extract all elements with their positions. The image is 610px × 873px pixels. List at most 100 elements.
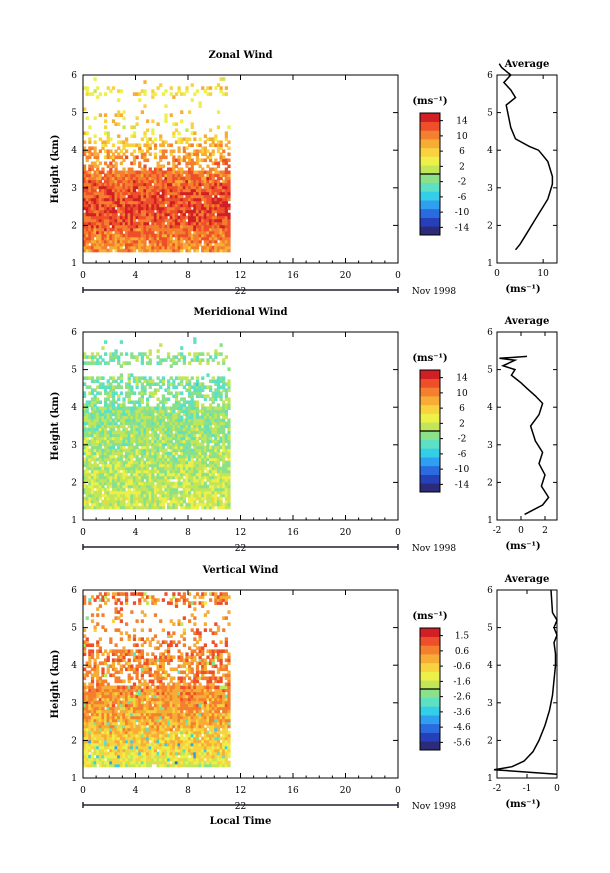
heatmap-cell xyxy=(96,379,100,383)
heatmap-cell xyxy=(182,424,186,429)
heatmap-cell xyxy=(164,472,168,477)
heatmap-cell xyxy=(122,239,126,244)
heatmap-cell xyxy=(106,185,110,190)
heatmap-cell xyxy=(209,493,213,498)
heatmap-cell xyxy=(117,457,121,462)
heatmap-cell xyxy=(185,155,189,160)
heatmap-cell xyxy=(130,352,134,356)
heatmap-cell xyxy=(140,493,144,498)
heatmap-cell xyxy=(174,481,179,486)
heatmap-cell xyxy=(211,212,215,217)
heatmap-cell xyxy=(151,475,155,480)
heatmap-cell xyxy=(190,236,194,241)
heatmap-cell xyxy=(88,155,92,160)
heatmap-cell xyxy=(117,499,121,504)
heatmap-cell xyxy=(206,230,210,235)
heatmap-cell xyxy=(93,454,97,459)
heatmap-cell xyxy=(114,242,118,247)
heatmap-cell xyxy=(190,478,194,483)
heatmap-cell xyxy=(138,191,142,196)
heatmap-cell xyxy=(151,745,155,750)
heatmap-cell xyxy=(122,742,126,747)
heatmap-cell xyxy=(111,379,116,383)
heatmap-cell xyxy=(167,245,171,250)
heatmap-cell xyxy=(130,760,134,765)
heatmap-cell xyxy=(180,433,184,438)
date-label: Nov 1998 xyxy=(412,287,456,297)
heatmap-cell xyxy=(83,469,87,474)
heatmap-cell xyxy=(203,430,207,435)
heatmap-cell xyxy=(193,472,197,477)
heatmap-cell xyxy=(98,170,102,175)
heatmap-cell xyxy=(106,397,110,402)
heatmap-cell xyxy=(109,475,113,480)
heatmap-cell xyxy=(182,409,186,414)
heatmap-cell xyxy=(180,730,184,735)
heatmap-cell xyxy=(156,763,160,768)
heatmap-cell xyxy=(209,388,213,393)
heatmap-cell xyxy=(143,391,147,396)
heatmap-cell xyxy=(111,451,116,456)
heatmap-cell xyxy=(227,248,231,253)
heatmap-cell xyxy=(138,751,142,756)
heatmap-cell xyxy=(135,155,139,160)
heatmap-cell xyxy=(216,361,221,365)
heatmap-cell xyxy=(143,424,147,429)
heatmap-cell xyxy=(153,424,158,429)
heatmap-cell xyxy=(96,242,100,247)
heatmap-cell xyxy=(140,499,144,504)
heatmap-cell xyxy=(206,415,210,420)
heatmap-cell xyxy=(143,209,147,214)
heatmap-cell xyxy=(214,239,218,244)
heatmap-cell xyxy=(164,182,168,187)
heatmap-cell xyxy=(143,445,147,450)
heatmap-cell xyxy=(174,457,179,462)
heatmap-cell xyxy=(177,358,181,362)
heatmap-cell xyxy=(224,439,228,444)
heatmap-cell xyxy=(135,460,139,465)
heatmap-cell xyxy=(153,197,158,202)
heatmap-cell xyxy=(219,412,223,417)
heatmap-cell xyxy=(227,379,231,383)
heatmap-cell xyxy=(169,493,173,498)
heatmap-cell xyxy=(219,224,223,229)
heatmap-cell xyxy=(143,466,147,471)
heatmap-cell xyxy=(156,173,160,178)
heatmap-cell xyxy=(101,754,105,759)
heatmap-cell xyxy=(146,212,150,217)
heatmap-cell xyxy=(96,152,100,157)
heatmap-cell xyxy=(156,167,160,172)
heatmap-cell xyxy=(182,487,186,492)
heatmap-cell xyxy=(96,206,100,211)
heatmap-cell xyxy=(159,233,163,238)
heatmap-cell xyxy=(138,412,142,417)
heatmap-cell xyxy=(83,182,87,187)
heatmap-cell xyxy=(209,475,213,480)
heatmap-cell xyxy=(211,394,215,399)
heatmap-cell xyxy=(85,400,89,405)
heatmap-cell xyxy=(190,754,194,759)
heatmap-cell xyxy=(111,463,116,468)
heatmap-cell xyxy=(106,415,110,420)
heatmap-cell xyxy=(159,427,163,432)
heatmap-cell xyxy=(206,361,210,365)
heatmap-cell xyxy=(185,224,189,229)
heatmap-cell xyxy=(98,493,102,498)
heatmap-cell xyxy=(127,143,131,148)
heatmap-cell xyxy=(216,236,221,241)
heatmap-cell xyxy=(140,481,144,486)
heatmap-cell xyxy=(114,478,118,483)
heatmap-cell xyxy=(156,463,160,468)
heatmap-cell xyxy=(188,394,192,399)
heatmap-cell xyxy=(130,125,134,129)
heatmap-cell xyxy=(96,751,100,756)
heatmap-cell xyxy=(188,137,192,142)
heatmap-cell xyxy=(101,487,105,492)
heatmap-cell xyxy=(222,442,226,447)
heatmap-cell xyxy=(104,239,108,244)
heatmap-cell xyxy=(216,197,221,202)
heatmap-cell xyxy=(101,143,105,148)
heatmap-cell xyxy=(156,197,160,202)
heatmap-cell xyxy=(193,245,197,250)
heatmap-cell xyxy=(138,400,142,405)
